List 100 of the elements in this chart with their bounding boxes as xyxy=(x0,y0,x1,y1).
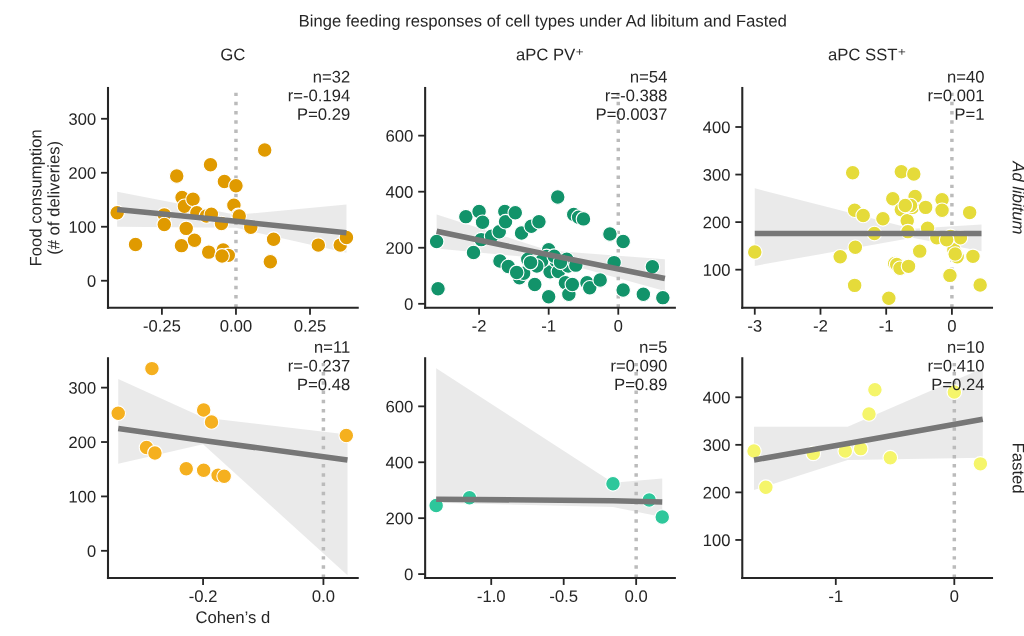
x-tick-label: 0.0 xyxy=(625,590,648,603)
point xyxy=(549,189,566,205)
text: n=10 xyxy=(948,341,984,353)
x-tick-label: -1 xyxy=(829,590,843,602)
text: Binge feeding responses of cell types under Ad libitum and Fasted xyxy=(299,14,786,31)
point xyxy=(965,248,981,265)
y-tick-label: 100 xyxy=(703,534,730,547)
point xyxy=(195,402,212,418)
y-tick-label: 600 xyxy=(386,130,413,142)
x-tick-label: -1.0 xyxy=(477,590,505,603)
point xyxy=(173,237,190,254)
text: n=32 xyxy=(313,70,350,83)
y-tick-label: 300 xyxy=(69,382,96,394)
point xyxy=(256,142,273,158)
point xyxy=(203,414,220,430)
x-tick-label: -0.5 xyxy=(550,590,578,603)
point xyxy=(905,166,922,182)
point xyxy=(972,456,989,472)
y-tick-label: 100 xyxy=(69,490,96,503)
point xyxy=(127,236,144,253)
x-tick-label: -2 xyxy=(813,319,828,332)
point xyxy=(465,244,482,261)
point xyxy=(942,267,958,284)
point xyxy=(615,233,631,250)
y-tick-label: 200 xyxy=(69,167,96,179)
y-tick-label: 200 xyxy=(703,216,730,229)
point xyxy=(900,258,917,275)
point xyxy=(458,208,474,225)
x-axis-title: Cohen’s d xyxy=(196,610,270,624)
y-tick-label: 300 xyxy=(69,113,96,125)
annotation: r=0.090 xyxy=(611,359,667,372)
x-tick-label: 0 xyxy=(614,319,623,332)
x-tick-label: 0 xyxy=(947,319,956,332)
point xyxy=(847,239,864,256)
y-tick-label: 0 xyxy=(87,545,96,558)
point xyxy=(615,282,631,298)
x-tick-label: -1 xyxy=(542,320,556,332)
text: Fasted xyxy=(1012,444,1024,493)
y-tick-label: 300 xyxy=(703,168,730,181)
point xyxy=(156,216,173,233)
point xyxy=(758,479,774,495)
y-tick-label: 400 xyxy=(703,391,730,404)
point xyxy=(168,168,185,184)
point xyxy=(310,237,327,253)
annotation: P=0.48 xyxy=(298,378,350,391)
point xyxy=(917,199,934,216)
point xyxy=(216,468,232,485)
point xyxy=(844,164,861,181)
point xyxy=(338,427,355,444)
point xyxy=(882,449,899,466)
y-tick-label: 600 xyxy=(386,400,413,413)
point xyxy=(508,264,525,281)
point xyxy=(911,243,928,259)
point xyxy=(635,286,652,303)
point xyxy=(884,190,901,207)
annotation: P=0.24 xyxy=(932,378,985,391)
y-axis-title: Food consumption (# of deliveries) xyxy=(29,130,63,266)
y-tick-label: 0 xyxy=(404,568,413,581)
point xyxy=(428,233,445,250)
annotation: P=1 xyxy=(955,108,984,120)
x-tick-label: -0.2 xyxy=(189,590,217,603)
x-tick-label: 0.00 xyxy=(220,319,252,332)
annotation: r=0.001 xyxy=(928,89,984,102)
point xyxy=(540,288,557,305)
chart-title: aPC PV⁺ xyxy=(516,48,583,61)
y-tick-label: 100 xyxy=(703,264,730,276)
point xyxy=(644,258,661,275)
x-tick-label: 0.0 xyxy=(312,590,335,603)
chart-title: GC xyxy=(221,48,245,61)
point xyxy=(654,289,671,306)
text: n=40 xyxy=(948,70,984,83)
y-tick-label: 0 xyxy=(404,298,413,311)
point xyxy=(855,207,872,224)
point xyxy=(897,197,914,214)
point xyxy=(474,214,491,231)
y-tick-label: 200 xyxy=(386,242,413,254)
annotation: P=0.0037 xyxy=(596,108,667,121)
annotation: r=-0.388 xyxy=(605,89,667,102)
annotation: r=-0.194 xyxy=(288,89,350,102)
point xyxy=(934,202,950,219)
point xyxy=(846,277,863,294)
y-tick-label: 100 xyxy=(69,221,96,233)
annotation: r=0.410 xyxy=(928,359,984,372)
y-tick-label: 300 xyxy=(703,439,730,452)
point xyxy=(185,191,201,208)
point xyxy=(961,204,978,221)
point xyxy=(178,460,195,477)
point xyxy=(178,220,195,237)
point xyxy=(430,280,446,297)
y-tick-label: 0 xyxy=(87,275,96,287)
x-tick-label: -1 xyxy=(879,320,893,332)
point xyxy=(564,276,581,293)
point xyxy=(602,226,618,242)
x-tick-label: 0 xyxy=(950,590,959,603)
point xyxy=(228,177,244,194)
text: n=5 xyxy=(640,341,667,353)
y-tick-label: 400 xyxy=(385,186,413,198)
point xyxy=(832,249,849,265)
x-tick-label: 0.25 xyxy=(294,319,326,332)
point xyxy=(575,211,592,227)
